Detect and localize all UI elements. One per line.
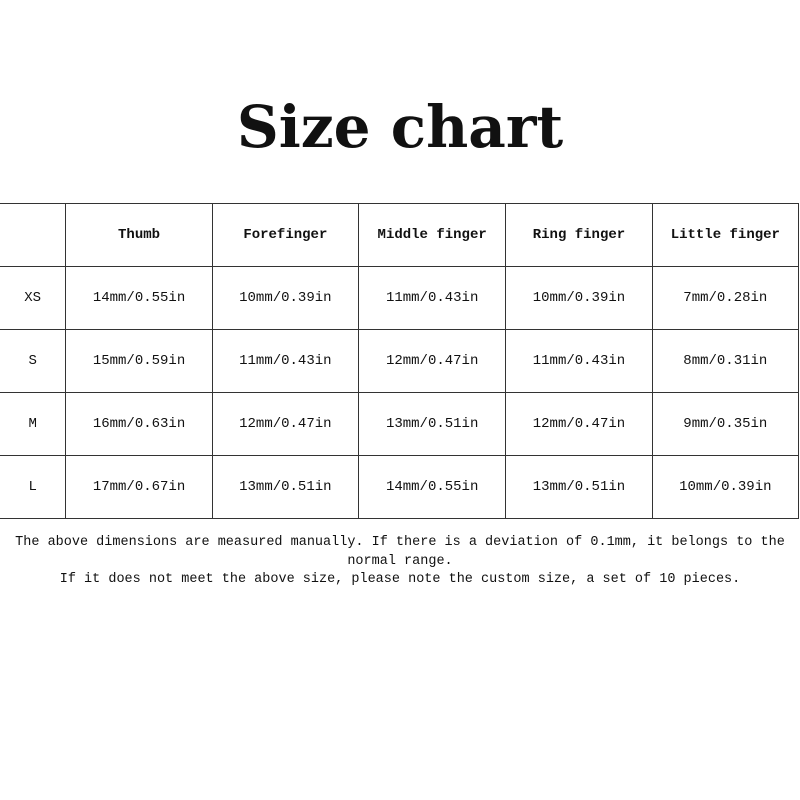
measurement-cell: 11mm/0.43in: [505, 329, 653, 393]
notes: The above dimensions are measured manual…: [0, 534, 800, 590]
measurement-cell: 7mm/0.28in: [651, 266, 800, 330]
measurement-cell: 13mm/0.51in: [357, 392, 507, 456]
measurement-cell: 14mm/0.55in: [65, 266, 213, 330]
measurement-cell: 14mm/0.55in: [357, 455, 507, 519]
measurement-cell: 13mm/0.51in: [505, 455, 653, 519]
measurement-cell: 12mm/0.47in: [211, 392, 360, 456]
table-row: S 15mm/0.59in 11mm/0.43in 12mm/0.47in 11mm/0…: [0, 329, 800, 393]
table-row: M 16mm/0.63in 12mm/0.47in 13mm/0.51in 12mm/0…: [0, 392, 800, 456]
header-cell: Middle finger: [357, 203, 507, 267]
header-cell: Little finger: [651, 203, 800, 267]
size-table: Thumb Forefinger Middle finger Ring fing…: [0, 203, 800, 519]
table-row: XS 14mm/0.55in 10mm/0.39in 11mm/0.43in 10mm/…: [0, 266, 800, 330]
measurement-cell: 8mm/0.31in: [651, 329, 800, 393]
measurement-cell: 11mm/0.43in: [357, 266, 507, 330]
header-cell: Ring finger: [505, 203, 653, 267]
size-label-cell: L: [0, 455, 67, 519]
size-label-cell: M: [0, 392, 67, 456]
measurement-cell: 15mm/0.59in: [65, 329, 213, 393]
header-cell: Thumb: [65, 203, 213, 267]
measurement-cell: 13mm/0.51in: [211, 455, 360, 519]
header-cell: [0, 203, 67, 267]
page-title: Size chart: [236, 93, 564, 161]
measurement-cell: 12mm/0.47in: [357, 329, 507, 393]
measurement-cell: 10mm/0.39in: [211, 266, 360, 330]
table-row: L 17mm/0.67in 13mm/0.51in 14mm/0.55in 13mm/0…: [0, 455, 800, 519]
size-label-cell: S: [0, 329, 67, 393]
measurement-cell: 10mm/0.39in: [651, 455, 800, 519]
header-cell: Forefinger: [211, 203, 360, 267]
measurement-cell: 9mm/0.35in: [651, 392, 800, 456]
note-line: The above dimensions are measured manual…: [15, 535, 785, 550]
measurement-cell: 12mm/0.47in: [505, 392, 653, 456]
size-label-cell: XS: [0, 266, 67, 330]
note-line: normal range.: [347, 553, 453, 569]
measurement-cell: 10mm/0.39in: [505, 266, 653, 330]
note-line: If it does not meet the above size, plea…: [59, 572, 741, 587]
measurement-cell: 11mm/0.43in: [211, 329, 360, 393]
measurement-cell: 16mm/0.63in: [65, 392, 213, 456]
measurement-cell: 17mm/0.67in: [65, 455, 213, 519]
table-header-row: Thumb Forefinger Middle finger Ring fing…: [0, 203, 800, 267]
